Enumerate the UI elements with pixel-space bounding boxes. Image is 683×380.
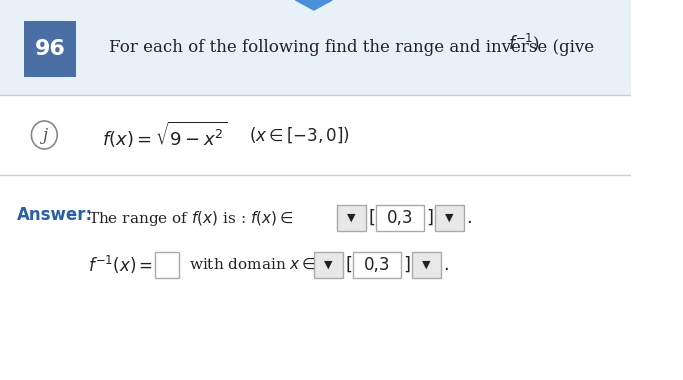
- FancyBboxPatch shape: [155, 252, 179, 278]
- Text: Answer:: Answer:: [16, 206, 93, 224]
- Text: 96: 96: [34, 39, 66, 59]
- Text: .: .: [466, 209, 472, 227]
- Text: $f(x)=\sqrt{9-x^2}$: $f(x)=\sqrt{9-x^2}$: [102, 120, 227, 150]
- Text: ]: ]: [404, 256, 410, 274]
- Text: [: [: [368, 209, 376, 227]
- Text: For each of the following find the range and inverse (give: For each of the following find the range…: [109, 40, 599, 57]
- Text: $(x\in[-3,0])$: $(x\in[-3,0])$: [249, 125, 350, 145]
- Text: $f^{-1}(x)=$: $f^{-1}(x)=$: [87, 254, 153, 276]
- Text: ▼: ▼: [348, 213, 356, 223]
- FancyBboxPatch shape: [412, 252, 441, 278]
- FancyBboxPatch shape: [376, 205, 423, 231]
- Text: [: [: [345, 256, 352, 274]
- Circle shape: [31, 121, 57, 149]
- Text: ▼: ▼: [324, 260, 333, 270]
- Text: .: .: [443, 256, 449, 274]
- Text: j: j: [42, 127, 47, 144]
- FancyBboxPatch shape: [337, 205, 367, 231]
- FancyBboxPatch shape: [435, 205, 464, 231]
- Text: 0,3: 0,3: [363, 256, 390, 274]
- Text: 0,3: 0,3: [387, 209, 413, 227]
- Text: ▼: ▼: [445, 213, 454, 223]
- FancyBboxPatch shape: [314, 252, 344, 278]
- Text: $f^{-1}$): $f^{-1}$): [507, 32, 540, 54]
- Text: The range of $f(x)$ is : $f(x)\in$: The range of $f(x)$ is : $f(x)\in$: [87, 209, 293, 228]
- FancyBboxPatch shape: [24, 21, 76, 77]
- FancyBboxPatch shape: [0, 0, 630, 95]
- FancyBboxPatch shape: [352, 252, 401, 278]
- Text: ]: ]: [426, 209, 434, 227]
- Text: with domain $x\in$: with domain $x\in$: [189, 258, 316, 272]
- Text: ▼: ▼: [422, 260, 431, 270]
- Polygon shape: [296, 0, 333, 10]
